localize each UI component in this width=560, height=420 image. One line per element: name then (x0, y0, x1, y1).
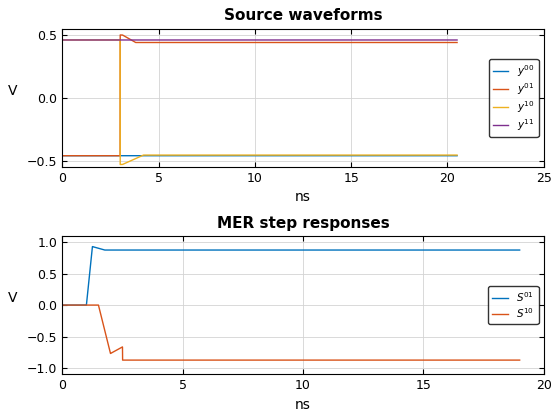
Line: $y^{01}$: $y^{01}$ (62, 35, 457, 156)
Legend: $S^{01}$, $S^{10}$: $S^{01}$, $S^{10}$ (488, 286, 539, 324)
$y^{00}$ (252, 153, 259, 158)
$y^{11}$ (59, 37, 66, 42)
$S^{10}$ (283, 357, 290, 362)
$y^{10}$ (454, 152, 460, 158)
$y^{00}$ (433, 153, 440, 158)
$y^{01}$ (137, 40, 143, 45)
$S^{01}$ (78, 302, 85, 307)
$y^{10}$ (433, 152, 440, 158)
$y^{01}$ (82, 153, 89, 158)
$y^{10}$ (137, 154, 143, 159)
Legend: $y^{00}$, $y^{01}$, $y^{10}$, $y^{11}$: $y^{00}$, $y^{01}$, $y^{10}$, $y^{11}$ (488, 59, 539, 137)
$y^{00}$ (75, 153, 82, 158)
$y^{00}$ (59, 153, 66, 158)
$y^{00}$ (60, 153, 67, 158)
$y^{10}$ (252, 152, 259, 158)
Line: $y^{10}$: $y^{10}$ (62, 40, 457, 165)
Y-axis label: V: V (8, 84, 18, 98)
$S^{10}$ (78, 302, 85, 307)
$y^{10}$ (75, 37, 82, 42)
Line: $S^{10}$: $S^{10}$ (62, 305, 520, 360)
$y^{10}$ (117, 162, 124, 167)
$y^{01}$ (252, 40, 259, 45)
$y^{10}$ (82, 37, 89, 42)
$y^{11}$ (136, 37, 143, 42)
$y^{01}$ (433, 40, 440, 45)
$y^{00}$ (454, 153, 460, 158)
$S^{01}$ (492, 247, 499, 252)
$S^{10}$ (61, 302, 68, 307)
$y^{00}$ (82, 153, 89, 158)
$S^{01}$ (86, 270, 93, 276)
Y-axis label: V: V (8, 291, 18, 305)
$y^{11}$ (75, 37, 82, 42)
$y^{11}$ (82, 37, 89, 42)
$y^{10}$ (59, 37, 66, 42)
$S^{10}$ (148, 357, 155, 362)
$S^{10}$ (516, 357, 523, 362)
$S^{01}$ (516, 247, 523, 252)
$S^{10}$ (59, 302, 66, 307)
$S^{01}$ (283, 247, 290, 252)
$S^{10}$ (492, 357, 499, 362)
X-axis label: ns: ns (295, 398, 311, 412)
Title: Source waveforms: Source waveforms (223, 8, 382, 24)
Title: MER step responses: MER step responses (217, 215, 389, 231)
$S^{01}$ (89, 244, 96, 249)
$y^{11}$ (433, 37, 440, 42)
$y^{11}$ (252, 37, 259, 42)
$y^{10}$ (60, 37, 67, 42)
X-axis label: ns: ns (295, 190, 311, 205)
$y^{11}$ (454, 37, 460, 42)
$y^{01}$ (75, 153, 82, 158)
$y^{00}$ (136, 153, 143, 158)
$S^{01}$ (61, 302, 68, 307)
$y^{01}$ (59, 153, 66, 158)
$S^{01}$ (148, 247, 155, 252)
Line: $S^{01}$: $S^{01}$ (62, 247, 520, 305)
$S^{10}$ (119, 357, 126, 362)
$y^{01}$ (60, 153, 67, 158)
$y^{11}$ (60, 37, 67, 42)
$y^{01}$ (454, 40, 460, 45)
$S^{10}$ (86, 302, 93, 307)
$S^{01}$ (59, 302, 66, 307)
$y^{01}$ (117, 32, 124, 37)
